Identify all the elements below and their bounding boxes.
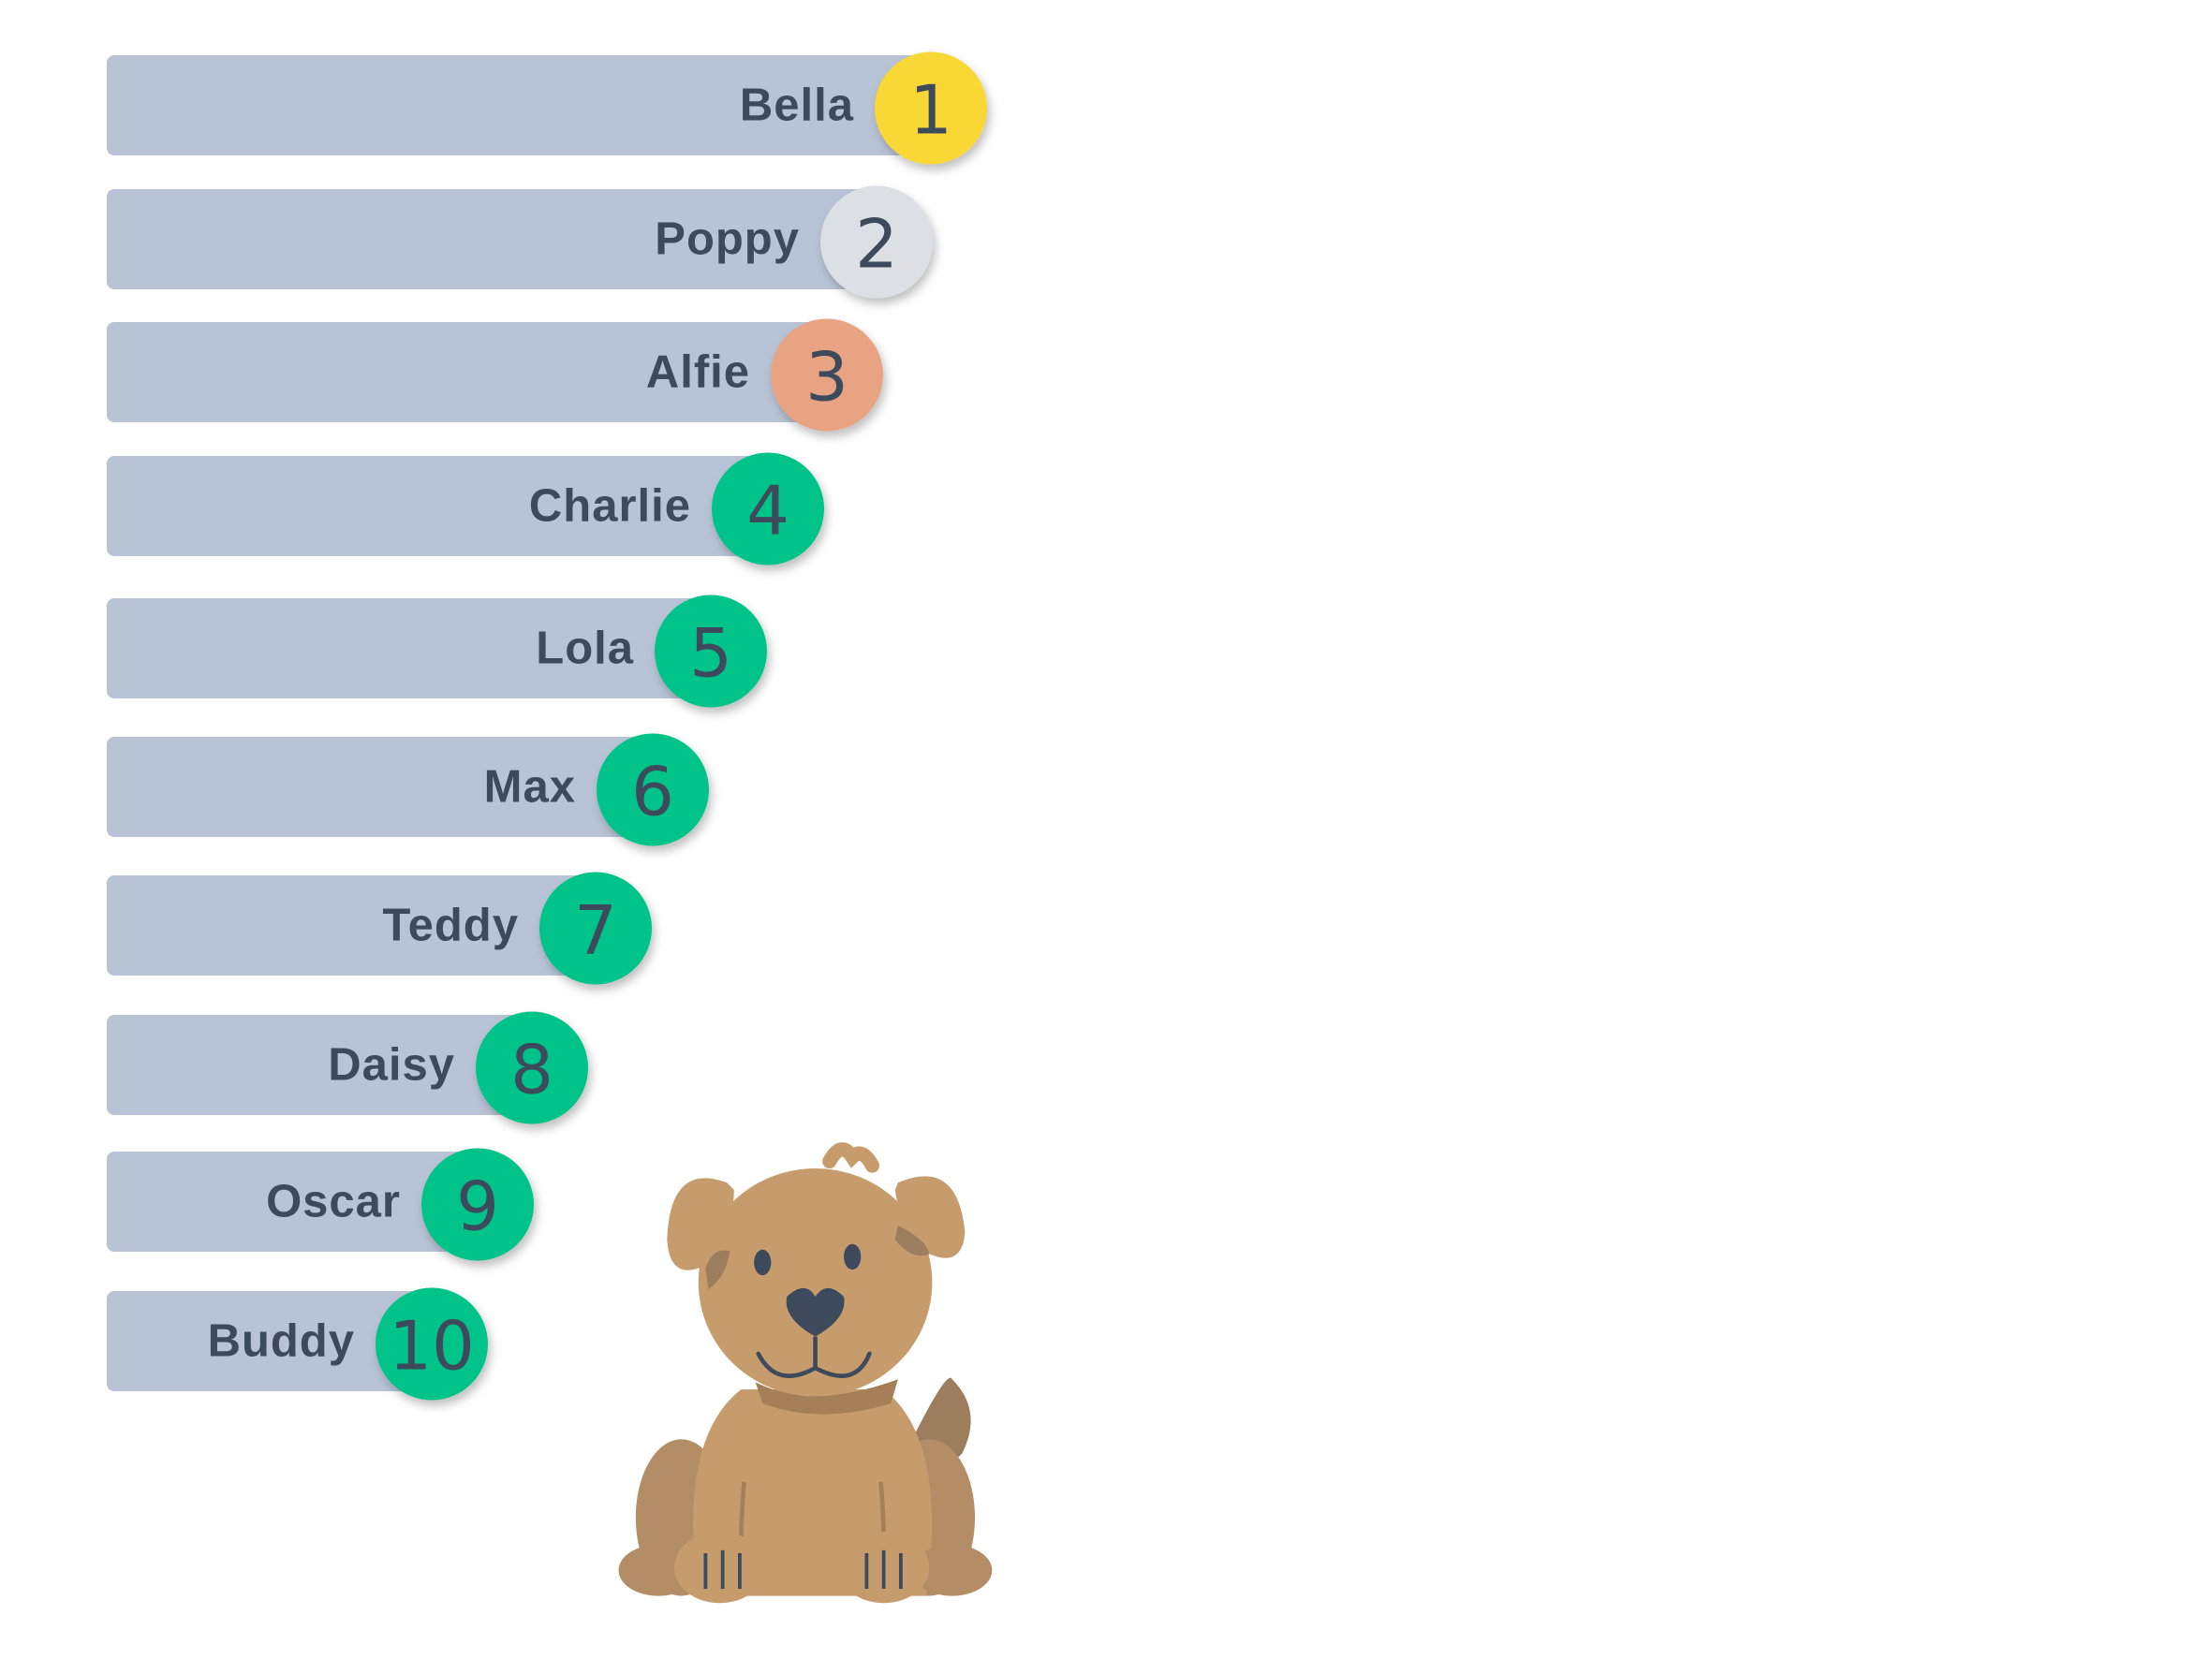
list-item: Bella 1 [107,51,987,165]
rank-number: 10 [389,1307,475,1386]
rank-badge [820,185,933,299]
list-item: Oscar 9 [107,1148,534,1261]
rank-number: 9 [456,1167,499,1246]
rank-badge [539,872,652,985]
rank-number: 6 [631,753,674,831]
item-name: Teddy [382,901,519,951]
rank-number: 3 [805,338,848,417]
item-name: Lola [536,624,634,674]
name-bar [107,737,653,837]
rank-badge [771,318,883,432]
item-name: Oscar [266,1177,401,1227]
item-name: Daisy [328,1040,455,1091]
rank-badge [655,595,767,708]
name-bar [107,55,931,155]
name-bar [107,189,877,289]
list-item: Poppy 2 [107,185,933,299]
item-name: Buddy [208,1316,355,1367]
list-item: Alfie 3 [107,318,883,432]
list-item: Daisy 8 [107,1011,588,1124]
item-name: Max [484,762,576,813]
rank-badge [712,452,824,565]
name-bar [107,1291,432,1391]
list-item: Lola 5 [107,595,767,708]
ranking-list: Bella 1 Poppy 2 Alfie 3 Charlie 4 Lola 5 Max 6 Teddy… [107,51,987,1401]
rank-number: 4 [746,472,789,551]
rank-badge [597,733,709,846]
rank-badge [376,1287,488,1401]
item-name: Charlie [529,481,691,532]
dog-illustration [618,1142,993,1604]
item-name: Alfie [646,347,750,398]
list-item: Buddy 10 [107,1287,488,1401]
list-item: Teddy 7 [107,872,652,985]
list-item: Max 6 [107,733,709,846]
list-item: Charlie 4 [107,452,824,565]
rank-badge [476,1011,588,1124]
rank-number: 7 [574,891,617,970]
item-name: Bella [740,81,854,131]
name-bar [107,322,827,422]
rank-badge [875,51,987,165]
rank-number: 5 [689,614,732,693]
item-name: Poppy [655,214,800,265]
name-bar [107,598,711,698]
name-bar [107,1152,478,1252]
rank-number: 8 [510,1031,553,1109]
rank-number: 1 [909,71,952,150]
name-bar [107,1015,532,1115]
name-bar [107,456,768,556]
rank-badge [421,1148,534,1261]
name-bar [107,875,596,976]
rank-number: 2 [855,205,898,284]
